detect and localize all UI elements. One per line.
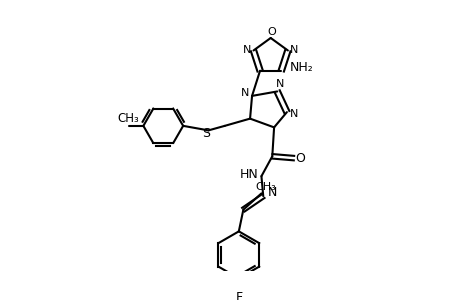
Text: N: N [242, 46, 251, 56]
Text: N: N [290, 46, 298, 56]
Text: O: O [267, 27, 275, 37]
Text: S: S [202, 127, 209, 140]
Text: CH₃: CH₃ [255, 182, 276, 192]
Text: NH₂: NH₂ [289, 61, 313, 74]
Text: N: N [267, 186, 276, 199]
Text: HN: HN [239, 168, 257, 181]
Text: N: N [240, 88, 248, 98]
Text: F: F [235, 291, 242, 300]
Text: N: N [289, 109, 297, 119]
Text: O: O [295, 152, 305, 165]
Text: CH₃: CH₃ [117, 112, 139, 125]
Text: N: N [275, 79, 284, 89]
